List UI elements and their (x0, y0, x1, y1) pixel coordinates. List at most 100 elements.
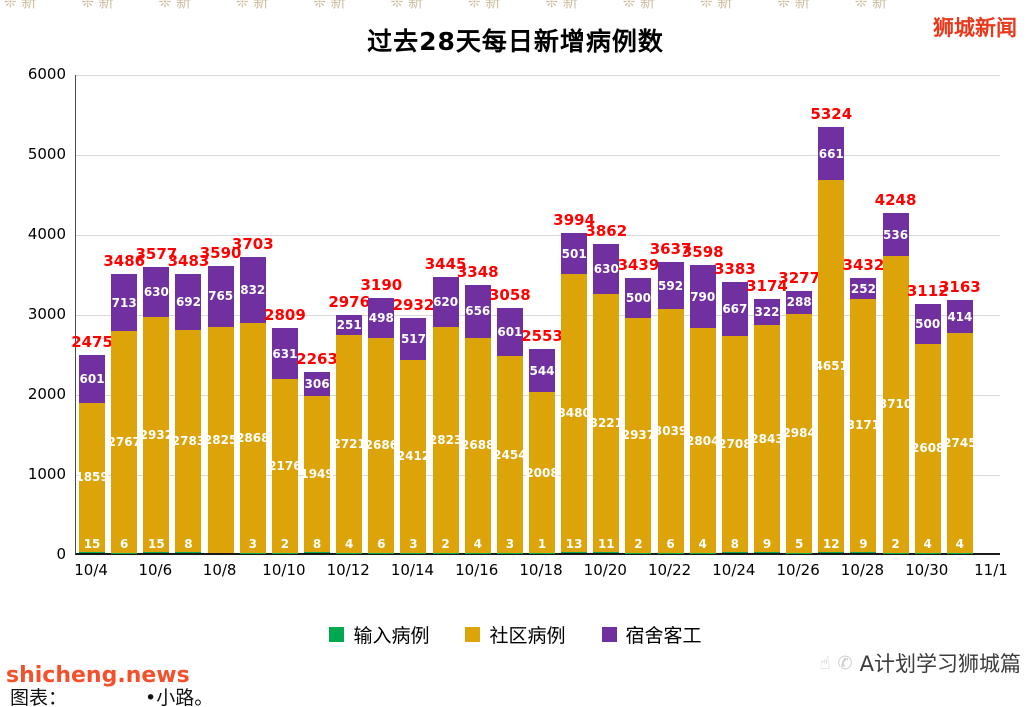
segment-dorm-label: 251 (336, 317, 362, 332)
segment-community: 2767 (108, 331, 141, 553)
segment-dorm: 592 (657, 262, 684, 310)
segment-imported-label: 4 (955, 537, 965, 551)
bar-group: 713 2767 6 3486 (103, 252, 145, 553)
bar-group: 620 2823 2 3445 (425, 255, 466, 553)
bar-total-label: 2809 (264, 306, 306, 325)
segment-community: 2823 (429, 327, 462, 553)
legend-item-community: 社区病例 (465, 621, 566, 648)
segment-dorm-label: 501 (561, 246, 587, 261)
segment-dorm: 667 (721, 282, 748, 336)
segment-community: 3480 (557, 273, 591, 552)
segment-community-label: 2454 (493, 447, 527, 462)
segment-imported (79, 551, 106, 553)
legend-swatch-dorm (601, 627, 617, 642)
bar-total-label: 3348 (456, 263, 499, 282)
segment-dorm: 656 (464, 285, 491, 338)
bottom-right-credit: ☝ ✆ A计划学习狮城篇 (820, 648, 1021, 678)
x-axis-tick-label: 10/12 (326, 561, 370, 579)
segment-community-label: 3039 (653, 423, 688, 438)
bar-group: 667 2708 8 3383 (714, 260, 756, 553)
bar-total-label: 3112 (906, 282, 949, 301)
bar-group: 661 4651 12 5324 (810, 105, 852, 553)
segment-community-label: 2984 (782, 426, 816, 441)
segment-dorm: 631 (271, 328, 298, 379)
bar-group: 765 2825 3590 (200, 244, 242, 553)
x-axis-tick-label: 10/8 (202, 561, 237, 579)
segment-dorm-label: 661 (818, 146, 844, 161)
bar-total-label: 3163 (938, 277, 981, 296)
credit-text: A计划学习狮城篇 (859, 652, 1021, 676)
bar-group: 501 3480 13 3994 (553, 211, 595, 553)
segment-community: 2932 (140, 317, 173, 552)
site-watermark-top-right: 狮城新闻 (933, 16, 1017, 40)
bar-total-label: 3862 (585, 222, 628, 241)
segment-community: 3710 (879, 256, 912, 553)
segment-dorm-label: 252 (850, 281, 876, 296)
bar-total-label: 3703 (231, 234, 274, 253)
segment-imported-label: 15 (83, 537, 101, 551)
segment-dorm-label: 713 (111, 295, 137, 310)
segment-dorm: 630 (593, 244, 620, 295)
segment-imported-label: 2 (634, 537, 643, 551)
bar-group: 631 2176 2 2809 (264, 306, 306, 553)
x-axis-tick-label: 10/22 (647, 561, 692, 579)
segment-community-label: 2721 (332, 436, 366, 451)
segment-community: 2868 (236, 323, 269, 553)
segment-dorm-label: 832 (240, 283, 266, 298)
segment-community-label: 2608 (911, 441, 945, 456)
segment-community-label: 3710 (878, 397, 913, 412)
segment-community-label: 2783 (171, 434, 206, 449)
segment-imported-label: 3 (505, 537, 515, 551)
bar-group: 288 2984 5 3277 (778, 269, 820, 553)
legend-label-dorm: 宿舍客工 (625, 625, 702, 647)
y-axis-tick-label: 0 (56, 545, 66, 563)
bar-group: 692 2783 8 3483 (168, 252, 209, 553)
legend-label-community: 社区病例 (489, 625, 566, 647)
segment-community-label: 2008 (525, 465, 559, 480)
legend-item-imported: 输入病例 (329, 621, 429, 648)
y-axis-tick-label: 5000 (27, 145, 66, 163)
legend-item-dorm: 宿舍客工 (601, 621, 702, 648)
segment-community: 2454 (493, 356, 527, 553)
legend: 输入病例 社区病例 宿舍客工 (0, 621, 1031, 648)
segment-dorm-label: 667 (722, 302, 748, 317)
segment-dorm: 500 (625, 277, 652, 318)
segment-community: 2783 (172, 329, 205, 553)
segment-community-label: 1949 (300, 467, 334, 482)
segment-community-label: 4651 (814, 359, 848, 373)
bar-total-label: 2932 (392, 296, 435, 315)
segment-community-label: 2804 (686, 433, 720, 448)
segment-imported-label: 5 (794, 537, 804, 551)
segment-dorm-label: 498 (368, 310, 394, 325)
segment-community: 2176 (268, 378, 302, 553)
bar-total-label: 3486 (103, 252, 146, 271)
segment-community-label: 2686 (364, 438, 399, 453)
y-axis-tick-label: 1000 (27, 465, 66, 483)
bar-group: 517 2412 3 2932 (393, 296, 434, 553)
segment-imported-label: 3 (409, 537, 418, 551)
y-axis: 0 1000 2000 3000 4000 5000 6000 (0, 65, 66, 563)
bar-total-label: 2263 (296, 349, 338, 368)
bar-group: 500 2937 2 3439 (618, 256, 659, 553)
bar-group: 498 2686 6 3190 (360, 276, 402, 553)
segment-dorm-label: 630 (593, 262, 619, 277)
y-axis-tick-label: 2000 (27, 385, 66, 403)
bar-total-label: 3637 (649, 240, 692, 259)
segment-imported (850, 552, 877, 553)
bar-group: 414 2745 4 3163 (939, 278, 981, 553)
x-axis-tick-label: 10/28 (840, 561, 885, 579)
site-watermark-bottom-left: shicheng.news (6, 663, 190, 688)
segment-community-label: 2825 (203, 433, 238, 447)
bar-total-label: 3383 (713, 260, 756, 279)
x-axis-tick-label: 10/16 (455, 561, 499, 579)
bar-group: 592 3039 6 3637 (650, 240, 691, 553)
caption-prefix: 图表： (10, 687, 68, 707)
segment-dorm-label: 500 (625, 290, 651, 305)
segment-dorm-label: 765 (208, 289, 234, 304)
bar-total-label: 3277 (778, 268, 821, 287)
segment-community: 2412 (397, 359, 430, 553)
segment-imported-label: 13 (565, 537, 583, 551)
segment-community: 2608 (911, 344, 944, 553)
segment-dorm: 765 (207, 265, 234, 327)
